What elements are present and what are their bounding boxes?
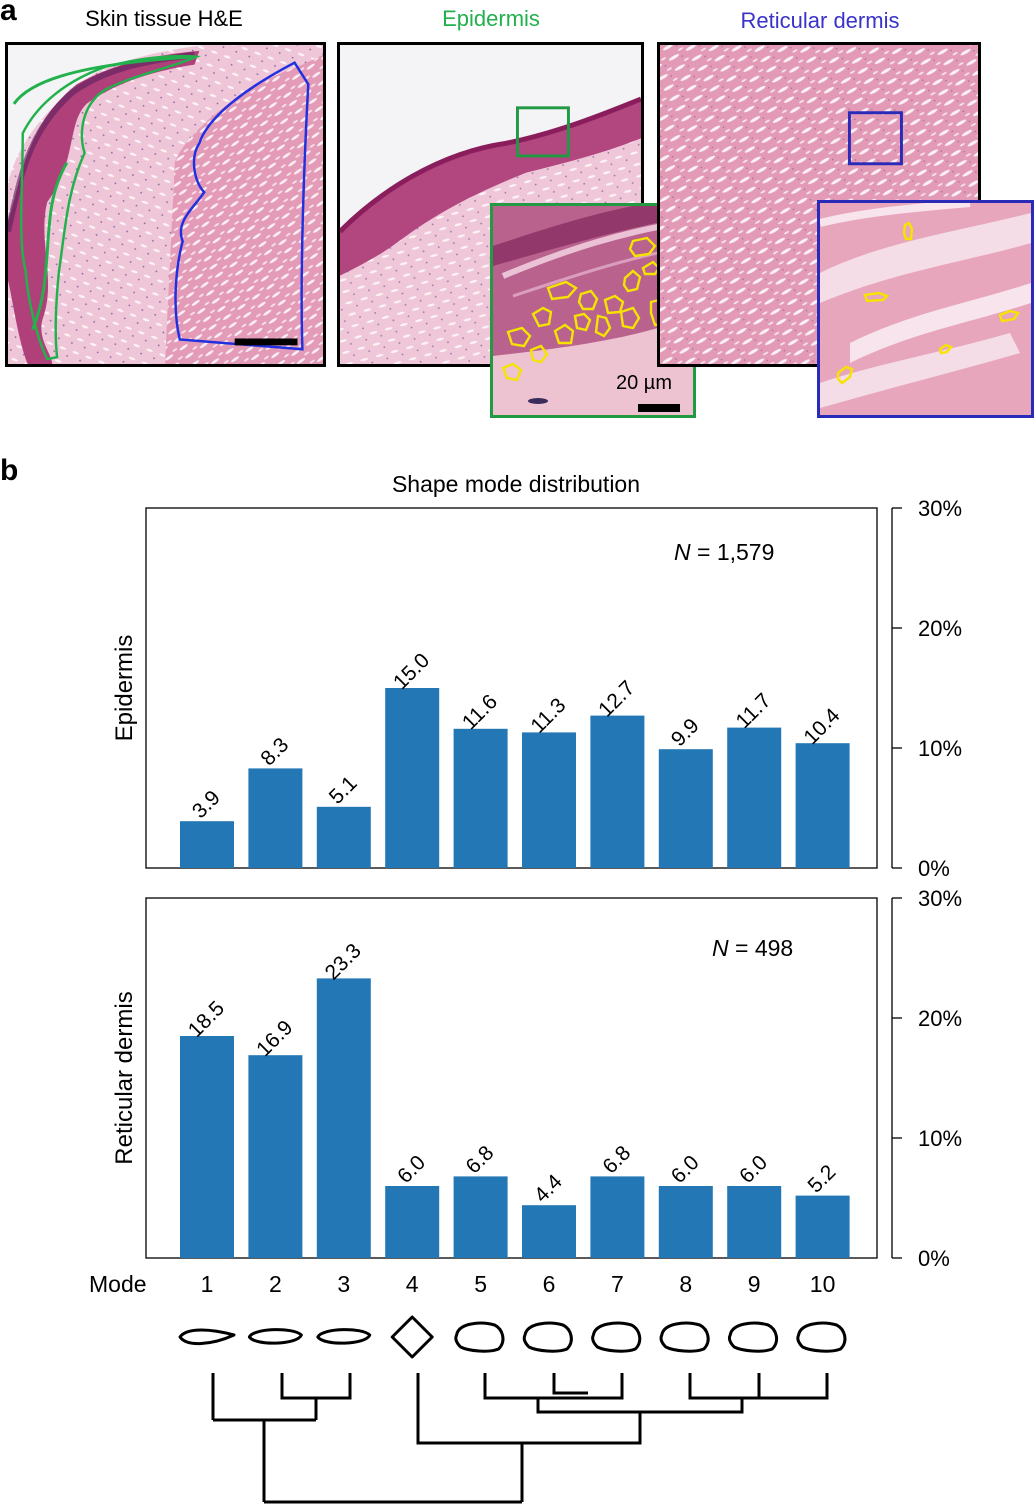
bar-value-label: 6.0 xyxy=(393,1151,430,1188)
dendrogram xyxy=(211,1373,829,1504)
y-tick-label: 10% xyxy=(918,1126,962,1151)
bar-value-label: 10.4 xyxy=(799,704,844,749)
bar-mode-6 xyxy=(522,732,576,868)
bar-mode-9 xyxy=(727,727,782,868)
bar-value-label: 3.9 xyxy=(188,786,225,823)
y-tick-label: 0% xyxy=(918,1246,950,1271)
mode-number-label: 2 xyxy=(269,1271,282,1297)
bar-value-label: 18.5 xyxy=(184,997,229,1042)
epidermis-n-annotation: N = 1,579 xyxy=(674,539,774,565)
mode-number-label: 5 xyxy=(474,1271,487,1297)
bar-mode-7 xyxy=(590,715,645,868)
bar-mode-10 xyxy=(795,1195,850,1258)
bar-mode-2 xyxy=(248,768,303,868)
bar-value-label: 11.6 xyxy=(458,690,502,734)
dermis-y-label: Reticular dermis xyxy=(111,991,138,1164)
dermis-n-annotation: N = 498 xyxy=(712,935,793,961)
epidermis-title: Epidermis xyxy=(442,6,540,31)
mode-number-label: 6 xyxy=(543,1271,556,1297)
bar-value-label: 8.3 xyxy=(256,733,293,770)
bar-mode-5 xyxy=(453,728,508,868)
bar-value-label: 4.4 xyxy=(530,1170,567,1207)
bar-value-label: 6.8 xyxy=(598,1141,635,1178)
mode-number-label: 3 xyxy=(337,1271,350,1297)
bar-value-label: 5.1 xyxy=(325,772,362,809)
dermis-plot-frame xyxy=(145,897,878,1259)
y-tick-label: 0% xyxy=(918,856,950,881)
bar-mode-8 xyxy=(658,749,713,868)
bar-mode-5 xyxy=(453,1176,508,1258)
skin-tissue-image xyxy=(5,42,326,367)
bar-mode-10 xyxy=(795,743,850,868)
panel-b-letter: b xyxy=(0,454,19,487)
bar-value-label: 5.2 xyxy=(804,1161,841,1198)
round-shape-icon xyxy=(591,1321,642,1353)
bar-value-label: 15.0 xyxy=(389,649,434,694)
skin-tissue-title: Skin tissue H&E xyxy=(85,6,243,31)
mode-number-label: 7 xyxy=(611,1271,624,1297)
y-tick-label: 20% xyxy=(918,1006,962,1031)
bar-value-label: 23.3 xyxy=(321,939,366,984)
epidermis-plot-frame xyxy=(145,507,878,869)
ellipse-shape-icon xyxy=(247,1328,303,1345)
teardrop-shape-icon xyxy=(178,1328,236,1345)
epidermis-bar-chart: N = 1,579 Epidermis 3.9 8.3 5.1 15.0 11.6 11.… xyxy=(111,496,962,881)
round-shape-icon xyxy=(796,1321,847,1353)
bar-mode-1 xyxy=(180,1036,234,1258)
bar-value-label: 12.7 xyxy=(594,676,639,721)
epidermis-y-label: Epidermis xyxy=(111,635,138,742)
dermis-bar-chart: N = 498 Reticular dermis 18.5 16.9 23.3 6.0… xyxy=(111,886,962,1271)
dermis-zoom-inset xyxy=(817,200,1034,418)
bar-mode-4 xyxy=(385,688,440,868)
y-tick-label: 10% xyxy=(918,736,962,761)
bar-mode-2 xyxy=(248,1055,303,1258)
y-tick-label: 30% xyxy=(918,886,962,911)
mode-number-label: 10 xyxy=(810,1271,836,1297)
bar-mode-8 xyxy=(658,1186,713,1258)
panel-a-letter: a xyxy=(0,0,17,27)
round-shape-icon xyxy=(454,1321,505,1353)
y-tick-label: 30% xyxy=(918,496,962,521)
round-shape-icon xyxy=(659,1321,710,1353)
bar-mode-3 xyxy=(316,806,371,868)
bar-value-label: 6.8 xyxy=(462,1141,499,1178)
bar-mode-6 xyxy=(522,1205,576,1258)
mode-number-label: 9 xyxy=(748,1271,761,1297)
diamond-shape-icon xyxy=(390,1315,434,1359)
bar-value-label: 16.9 xyxy=(252,1016,297,1061)
round-shape-icon xyxy=(727,1321,779,1353)
bar-value-label: 6.0 xyxy=(667,1151,704,1188)
scale-bar xyxy=(638,404,680,412)
bar-mode-7 xyxy=(590,1176,645,1258)
scale-bar-label: 20 µm xyxy=(616,372,672,394)
ellipse-shape-icon xyxy=(316,1328,372,1345)
bar-mode-4 xyxy=(385,1186,440,1258)
mode-number-label: 4 xyxy=(406,1271,419,1297)
bar-mode-9 xyxy=(727,1186,782,1258)
bar-value-label: 9.9 xyxy=(667,714,704,751)
bar-value-label: 6.0 xyxy=(735,1151,772,1188)
mode-label: Mode xyxy=(89,1271,147,1297)
mode-number-label: 1 xyxy=(201,1271,214,1297)
mode-number-label: 8 xyxy=(679,1271,692,1297)
bar-value-label: 11.7 xyxy=(732,689,776,733)
reticular-dermis-title: Reticular dermis xyxy=(740,8,900,33)
y-tick-label: 20% xyxy=(918,616,962,641)
bar-value-label: 11.3 xyxy=(526,694,570,738)
bar-mode-1 xyxy=(180,821,234,868)
bar-mode-3 xyxy=(316,978,371,1258)
round-shape-icon xyxy=(522,1321,573,1353)
chart-title: Shape mode distribution xyxy=(392,471,640,497)
